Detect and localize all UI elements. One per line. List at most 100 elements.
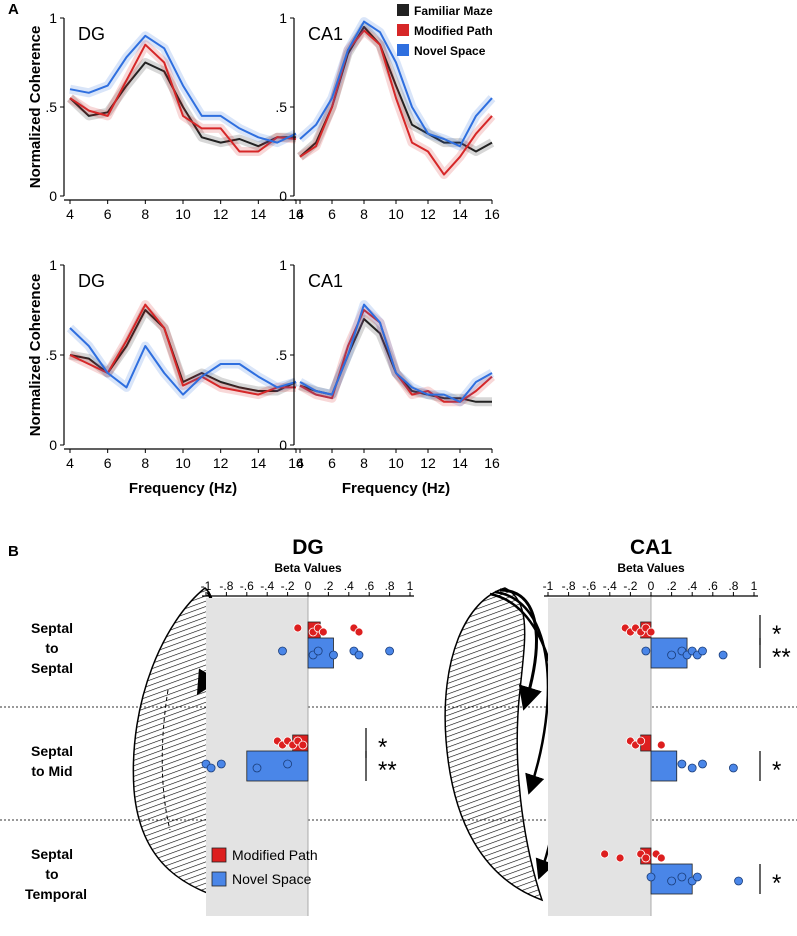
x-tick-label: -.8	[562, 579, 576, 593]
data-point	[656, 740, 666, 750]
line	[69, 43, 297, 153]
chart-title: DG	[78, 24, 105, 44]
legend-swatch	[211, 871, 227, 887]
x-tick-label: 14	[251, 455, 267, 471]
y-tick-label: 0	[49, 188, 57, 204]
y-tick-label: 0	[279, 437, 287, 453]
data-point	[278, 646, 287, 656]
y-tick-label: 1	[279, 10, 287, 26]
data-point	[354, 650, 364, 660]
data-point	[646, 872, 656, 882]
chart-title: CA1	[308, 271, 343, 291]
line-band	[69, 31, 298, 148]
data-point	[615, 853, 625, 863]
x-tick-label: 4	[66, 206, 74, 222]
significance-star: *	[772, 757, 781, 784]
bar	[650, 750, 678, 782]
x-tick-label: 0	[648, 579, 655, 593]
x-axis-label: Beta Values	[617, 561, 685, 575]
data-point	[354, 627, 364, 637]
x-tick-label: 12	[420, 455, 436, 471]
y-tick-label: 1	[49, 10, 57, 26]
x-tick-label: 16	[288, 455, 304, 471]
x-tick-label: 6	[104, 206, 112, 222]
x-tick-label: 8	[141, 206, 149, 222]
legend-label: Modified Path	[232, 847, 318, 863]
y-axis-label: Normalized Coherence	[27, 274, 44, 437]
panel-label: A	[8, 1, 19, 18]
legend-swatch	[397, 24, 409, 36]
x-tick-label: 6	[104, 455, 112, 471]
data-point	[385, 646, 395, 656]
x-axis-label: Frequency (Hz)	[129, 480, 237, 497]
x-axis-label: Beta Values	[274, 561, 342, 575]
y-tick-label: 1	[279, 257, 287, 273]
x-tick-label: 10	[175, 206, 191, 222]
data-point	[656, 853, 666, 863]
data-point	[313, 646, 323, 656]
data-point	[667, 650, 676, 660]
legend-swatch	[397, 44, 409, 56]
x-tick-label: 14	[452, 206, 468, 222]
line-band	[297, 300, 495, 407]
x-tick-label: 12	[420, 206, 436, 222]
category-label: Septal to Temporal	[25, 846, 87, 902]
x-tick-label: 8	[360, 206, 368, 222]
line-band	[297, 305, 496, 407]
legend-label: Novel Space	[414, 44, 486, 58]
chart-title: CA1	[308, 24, 343, 44]
significance-star: *	[378, 734, 387, 761]
data-point	[698, 646, 707, 656]
x-tick-label: -.2	[623, 579, 637, 593]
legend-label: Modified Path	[414, 24, 493, 38]
x-tick-label: 6	[328, 206, 336, 222]
x-axis-label: Frequency (Hz)	[342, 480, 450, 497]
hippocampus-ca1-drawing	[444, 587, 562, 902]
x-tick-label: 4	[296, 206, 304, 222]
x-tick-label: .4	[687, 579, 697, 593]
y-tick-label: .5	[275, 99, 287, 115]
x-tick-label: .8	[728, 579, 738, 593]
x-tick-label: .6	[364, 579, 374, 593]
y-tick-label: 1	[49, 257, 57, 273]
data-point	[636, 736, 646, 746]
x-tick-label: .4	[344, 579, 354, 593]
x-tick-label: 1	[751, 579, 758, 593]
x-tick-label: 14	[452, 455, 468, 471]
x-tick-label: 1	[407, 579, 414, 593]
x-tick-label: -.4	[260, 579, 274, 593]
line	[299, 309, 493, 403]
line	[299, 29, 493, 176]
legend-swatch	[397, 4, 409, 16]
data-point	[729, 763, 738, 773]
x-tick-label: 4	[66, 455, 74, 471]
x-tick-label: 16	[484, 455, 500, 471]
data-point	[687, 763, 697, 773]
x-tick-label: 0	[305, 579, 312, 593]
x-tick-label: 10	[175, 455, 191, 471]
category-label: Septal to Septal	[30, 620, 73, 676]
data-point	[206, 763, 216, 773]
x-tick-label: 12	[213, 455, 229, 471]
data-point	[677, 872, 687, 882]
data-point	[718, 650, 728, 660]
significance-star: **	[772, 644, 791, 671]
x-tick-label: 10	[388, 206, 404, 222]
y-axis-label: Normalized Coherence	[27, 26, 44, 189]
x-tick-label: -1	[201, 579, 212, 593]
data-point	[600, 849, 610, 859]
legend-swatch	[211, 847, 227, 863]
data-point	[667, 876, 676, 886]
x-tick-label: .2	[667, 579, 677, 593]
negative-region	[548, 598, 651, 916]
legend-label: Novel Space	[232, 871, 312, 887]
x-tick-label: 16	[484, 206, 500, 222]
line	[69, 327, 297, 396]
y-tick-label: .5	[275, 347, 287, 363]
data-point	[646, 627, 656, 637]
data-point	[734, 876, 743, 886]
x-tick-label: 8	[360, 455, 368, 471]
significance-star: **	[378, 757, 397, 784]
x-tick-label: 8	[141, 455, 149, 471]
